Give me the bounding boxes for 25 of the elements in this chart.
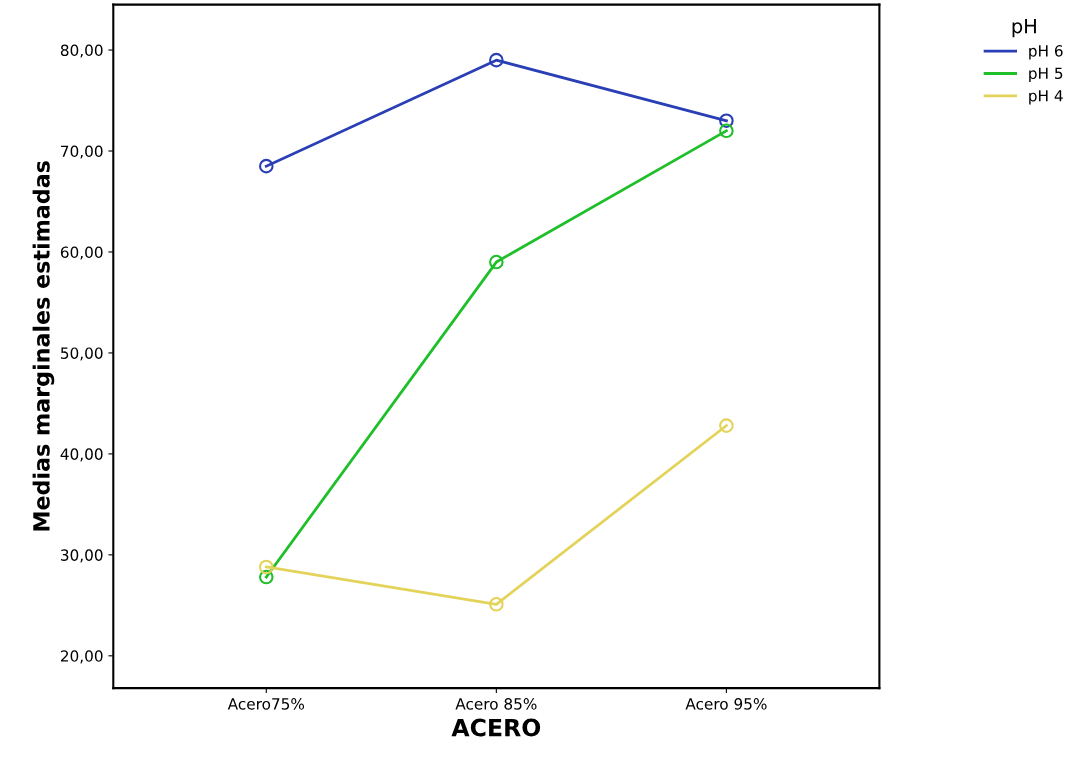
y-tick-label: 40,00	[60, 448, 103, 462]
y-tick-label: 50,00	[61, 347, 103, 361]
y-tick-label: 30,00	[61, 549, 103, 563]
point	[489, 52, 504, 68]
y-tick-label: 70,00	[61, 145, 103, 159]
point	[719, 123, 734, 139]
point	[258, 158, 274, 174]
point	[719, 418, 734, 433]
y-tick-label: 80,00	[60, 44, 103, 58]
legend-label: pH 6	[1029, 45, 1063, 60]
point	[258, 569, 274, 585]
y-axis-title: Medias marginales estimadas	[32, 161, 55, 531]
point	[719, 113, 734, 129]
y-tick-label: 60,00	[60, 246, 103, 260]
legend-title: pH	[1012, 18, 1036, 38]
x-tick-label: Acero75%	[227, 698, 305, 710]
x-tick-label: Acero 85%	[455, 698, 537, 710]
legend-label: pH 4	[1029, 90, 1063, 105]
point	[489, 254, 504, 270]
legend-label: pH 5	[1029, 67, 1063, 83]
x-tick-label: Acero 95%	[685, 698, 767, 710]
point	[489, 597, 504, 612]
y-tick-label: 20,00	[60, 650, 103, 664]
x-axis-title: ACERO	[451, 718, 541, 737]
point	[258, 559, 274, 575]
